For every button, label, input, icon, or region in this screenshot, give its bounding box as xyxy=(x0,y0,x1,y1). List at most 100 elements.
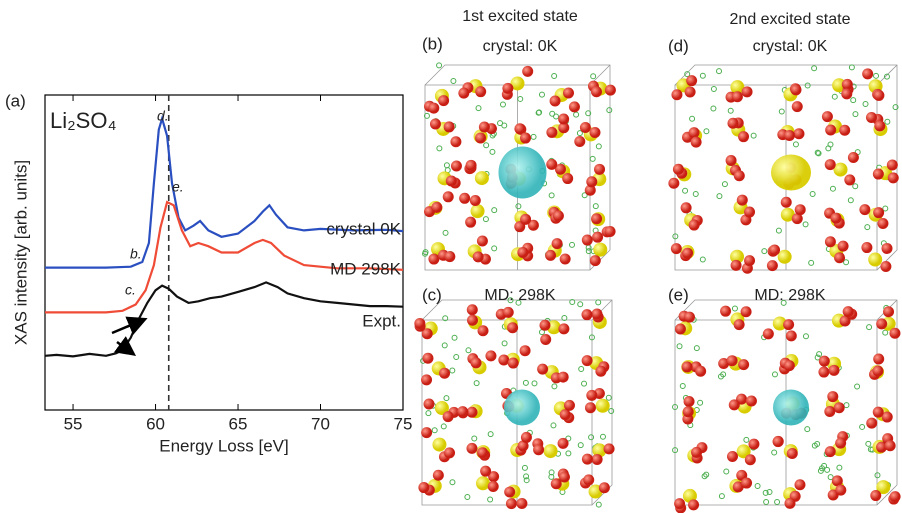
o-atom xyxy=(445,175,457,187)
o-atom xyxy=(466,442,478,454)
o-atom xyxy=(691,446,703,458)
structure-panels: 1st excited state crystal: 0K (b) 2nd excit… xyxy=(414,8,901,513)
li-atom xyxy=(754,482,761,489)
o-atom xyxy=(695,365,707,377)
o-atom xyxy=(744,206,756,218)
li-atom xyxy=(585,248,592,255)
o-atom xyxy=(589,255,601,267)
cell-box xyxy=(674,64,898,271)
o-atom xyxy=(889,491,901,503)
li-atom xyxy=(608,407,615,414)
li-atom xyxy=(854,383,861,390)
o-atom xyxy=(726,450,738,462)
s-atom xyxy=(434,401,449,416)
o-atom xyxy=(874,120,886,132)
structure-panel xyxy=(672,299,901,513)
li-atom xyxy=(515,203,522,210)
o-atom xyxy=(833,402,845,414)
li-atom xyxy=(771,371,778,378)
density-blob xyxy=(498,146,547,199)
o-atom xyxy=(686,75,698,87)
structure-panel xyxy=(422,62,616,271)
li-atom xyxy=(672,447,679,454)
s-atom xyxy=(730,249,745,264)
li-atom xyxy=(449,479,456,486)
li-atom xyxy=(497,120,504,127)
s-atom xyxy=(772,316,787,331)
o-atom xyxy=(889,327,901,339)
o-atom xyxy=(887,172,899,184)
li-atom xyxy=(865,440,872,447)
li-atom xyxy=(692,191,699,198)
o-atom xyxy=(551,238,563,250)
li-atom xyxy=(718,493,725,500)
o-atom xyxy=(835,437,847,449)
o-atom xyxy=(432,469,444,481)
li-atom xyxy=(852,111,859,118)
o-atom xyxy=(824,406,836,418)
li-atom xyxy=(530,133,537,140)
li-atom xyxy=(804,426,811,433)
o-atom xyxy=(539,319,551,331)
li-atom xyxy=(874,472,881,479)
o-atom xyxy=(780,196,792,208)
li-atom xyxy=(743,436,750,443)
li-atom xyxy=(442,229,449,236)
o-atom xyxy=(477,325,489,337)
density-blob xyxy=(504,389,540,426)
o-atom xyxy=(726,355,738,367)
o-atom xyxy=(579,121,591,133)
o-atom xyxy=(574,135,586,147)
li-atom xyxy=(866,324,873,331)
li-atom xyxy=(581,380,588,387)
peak-annotation: b. xyxy=(130,246,142,262)
o-atom xyxy=(421,374,433,386)
o-atom xyxy=(475,86,487,98)
o-atom xyxy=(563,87,575,99)
o-atom xyxy=(861,242,873,254)
o-atom xyxy=(841,88,853,100)
o-atom xyxy=(418,482,430,494)
o-atom xyxy=(546,158,558,170)
o-atom xyxy=(498,354,510,366)
li-atom xyxy=(843,259,850,266)
o-atom xyxy=(791,101,803,113)
o-atom xyxy=(824,159,836,171)
o-atom xyxy=(527,219,539,231)
o-atom xyxy=(592,231,604,243)
o-atom xyxy=(684,86,696,98)
li-atom xyxy=(883,73,890,80)
li-atom xyxy=(436,62,443,69)
li-atom xyxy=(723,468,730,475)
o-atom xyxy=(738,359,750,371)
li-atom xyxy=(778,108,785,115)
li-atom xyxy=(682,187,689,194)
o-atom xyxy=(504,486,516,498)
li-atom xyxy=(487,431,494,438)
s-atom xyxy=(475,476,490,491)
li-atom xyxy=(703,128,710,135)
o-atom xyxy=(422,352,434,364)
li-atom xyxy=(489,148,496,155)
panel-letter: (b) xyxy=(422,34,443,53)
o-atom xyxy=(872,406,884,418)
li-atom xyxy=(465,347,472,354)
o-atom xyxy=(680,202,692,214)
o-atom xyxy=(568,101,580,113)
li-atom xyxy=(802,333,809,340)
o-atom xyxy=(507,357,519,369)
o-atom xyxy=(421,328,433,340)
li-atom xyxy=(811,65,818,72)
li-atom xyxy=(595,143,602,150)
li-atom xyxy=(590,73,597,80)
o-atom xyxy=(886,159,898,171)
o-atom xyxy=(668,177,680,189)
o-atom xyxy=(584,402,596,414)
li-atom xyxy=(762,489,769,496)
li-atom xyxy=(453,353,460,360)
y-axis-label: XAS intensity [arb. units] xyxy=(11,160,30,345)
li-atom xyxy=(548,473,555,480)
s-atom xyxy=(833,162,848,177)
s-atom xyxy=(474,171,489,186)
o-atom xyxy=(873,353,885,365)
